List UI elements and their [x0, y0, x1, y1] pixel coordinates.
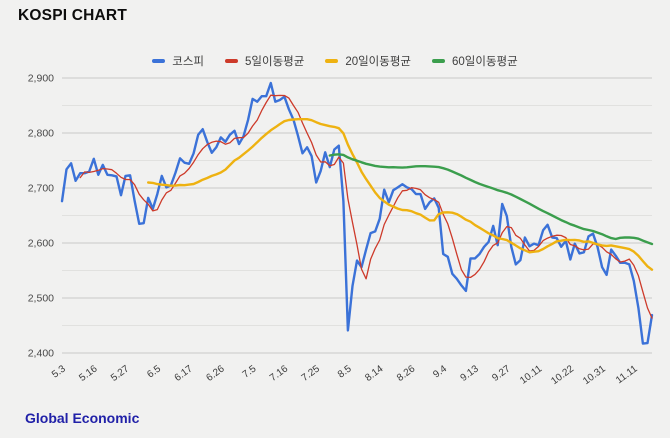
- x-axis-label: 10.31: [581, 363, 608, 387]
- brand-footer: Global Economic: [25, 410, 140, 426]
- y-axis-label: 2,500: [28, 293, 54, 305]
- x-axis-label: 8.26: [395, 363, 418, 384]
- page-title: KOSPI CHART: [18, 7, 127, 24]
- legend-item-ma5: 5일이동평균: [225, 53, 304, 69]
- x-axis-label: 10.22: [549, 363, 576, 387]
- y-axis-label: 2,800: [28, 128, 54, 140]
- y-axis-label: 2,700: [28, 183, 54, 195]
- legend-label-ma5: 5일이동평균: [245, 56, 305, 68]
- x-axis-label: 7.25: [300, 363, 323, 384]
- legend-item-kospi: 코스피: [152, 53, 204, 69]
- series-line-ma20: [147, 118, 654, 271]
- x-axis-label: 5.16: [77, 363, 100, 384]
- x-axis-label: 5.3: [50, 363, 68, 380]
- series-line-ma60: [328, 153, 654, 246]
- x-axis-label: 9.13: [459, 363, 482, 384]
- x-axis-label: 11.11: [614, 363, 640, 386]
- chart-legend: 코스피 5일이동평균 20일이동평균 60일이동평균: [0, 53, 670, 69]
- x-axis-label: 8.5: [336, 363, 354, 380]
- legend-item-ma20: 20일이동평균: [325, 53, 411, 69]
- x-axis-label: 8.14: [363, 363, 386, 384]
- legend-label-kospi: 코스피: [172, 56, 205, 68]
- x-axis-label: 9.27: [490, 363, 513, 384]
- legend-swatch-ma5-icon: [225, 59, 239, 63]
- legend-swatch-kospi-icon: [152, 59, 166, 63]
- x-axis-label: 10.11: [518, 363, 544, 386]
- x-axis-label: 9.4: [431, 363, 449, 380]
- x-axis-label: 6.17: [173, 363, 196, 384]
- legend-swatch-ma60-icon: [432, 59, 446, 63]
- legend-swatch-ma20-icon: [325, 59, 339, 63]
- y-axis-label: 2,400: [28, 348, 54, 360]
- x-axis-label: 6.5: [145, 363, 163, 380]
- x-axis-label: 6.26: [204, 363, 227, 384]
- series-line-kospi: [60, 81, 654, 345]
- y-axis-label: 2,600: [28, 238, 54, 250]
- legend-label-ma20: 20일이동평균: [345, 56, 412, 68]
- x-axis-label: 7.16: [268, 363, 291, 384]
- legend-label-ma60: 60일이동평균: [452, 56, 518, 68]
- y-axis-label: 2,900: [28, 73, 54, 85]
- x-axis-label: 5.27: [109, 363, 132, 384]
- legend-item-ma60: 60일이동평균: [432, 53, 518, 69]
- x-axis-label: 7.5: [241, 363, 259, 380]
- series-line-ma5: [79, 94, 653, 319]
